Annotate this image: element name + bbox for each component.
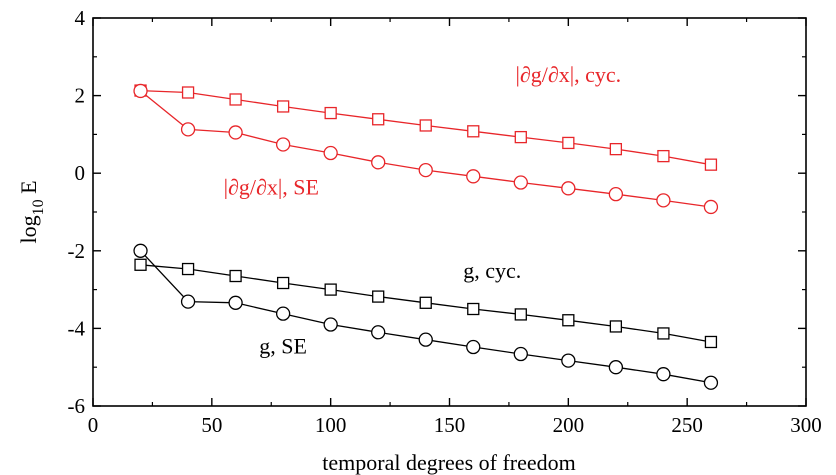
data-point	[276, 100, 290, 113]
data-point	[275, 137, 291, 152]
y-tick-label: -2	[68, 239, 86, 263]
data-point	[561, 181, 576, 196]
data-point	[703, 199, 719, 215]
data-point	[324, 283, 337, 296]
x-tick-label: 50	[201, 413, 222, 437]
data-point	[275, 306, 291, 321]
data-point	[703, 375, 719, 390]
data-point	[609, 320, 623, 333]
data-point	[372, 113, 385, 126]
data-point	[514, 308, 527, 321]
data-point	[562, 136, 575, 150]
data-point	[229, 269, 242, 283]
y-axis-label-subscript: 10	[30, 199, 47, 215]
data-point	[657, 327, 670, 340]
series-annotation: g, SE	[259, 334, 307, 359]
y-axis-label-main: log	[16, 215, 41, 243]
axis-ticks: 0 50 100 150 200 250 300 -6 -4 -2 0 2 4	[68, 6, 822, 437]
plot-frame	[92, 17, 807, 407]
data-point	[656, 193, 671, 208]
y-tick-label: 0	[75, 161, 86, 185]
data-point	[134, 258, 147, 271]
data-point	[609, 142, 623, 156]
data-point	[608, 360, 624, 375]
data-point	[513, 175, 528, 190]
x-tick-label: 100	[315, 413, 347, 437]
series-2	[134, 258, 718, 349]
y-tick-label: 2	[75, 84, 86, 108]
data-point	[228, 125, 243, 140]
data-point	[418, 162, 433, 178]
series-layer	[133, 83, 719, 390]
data-point	[181, 262, 195, 276]
series-annotation: |∂g/∂x|, cyc.	[515, 62, 621, 87]
data-point	[276, 276, 290, 290]
data-point	[656, 367, 671, 382]
x-tick-label: 0	[88, 413, 99, 437]
series-1	[133, 83, 719, 215]
x-tick-label: 150	[434, 413, 466, 437]
series-annotation: |∂g/∂x|, SE	[224, 175, 319, 200]
x-tick-label: 250	[671, 413, 703, 437]
data-point	[467, 125, 480, 138]
y-tick-label: -4	[68, 316, 86, 340]
y-axis-label-tail: E	[16, 180, 41, 199]
data-point	[418, 332, 433, 347]
x-tick-label: 300	[790, 413, 822, 437]
x-axis-label: temporal degrees of freedom	[322, 450, 576, 475]
data-point	[608, 187, 624, 202]
data-point	[466, 169, 481, 184]
y-tick-label: 4	[75, 6, 86, 30]
data-point	[704, 158, 718, 171]
data-point	[513, 346, 528, 362]
series-annotation: g, cyc.	[463, 258, 521, 283]
data-point	[514, 130, 527, 144]
data-point	[324, 106, 337, 120]
data-point	[467, 302, 480, 316]
series-3	[133, 243, 719, 390]
data-point	[133, 243, 148, 258]
data-point	[371, 155, 386, 170]
data-point	[371, 325, 386, 340]
y-tick-label: -6	[68, 394, 86, 418]
data-point	[466, 339, 481, 355]
data-point	[180, 294, 196, 309]
series-0	[134, 84, 718, 171]
annotation-layer: |∂g/∂x|, cyc. |∂g/∂x|, SE g, cyc. g, SE	[224, 62, 622, 359]
data-point	[180, 122, 196, 137]
data-point	[419, 119, 432, 132]
data-point	[657, 149, 670, 163]
data-point	[323, 317, 338, 332]
data-point	[228, 295, 243, 310]
y-axis-label: log10 E	[16, 180, 47, 243]
data-point	[133, 83, 148, 99]
data-point	[561, 353, 576, 368]
data-point	[562, 314, 575, 327]
data-point	[229, 93, 242, 106]
data-point	[372, 290, 385, 303]
data-point	[419, 296, 432, 309]
x-tick-label: 200	[553, 413, 585, 437]
data-point	[704, 335, 718, 349]
data-point	[323, 145, 338, 161]
series-line	[140, 250, 712, 384]
data-point	[181, 86, 195, 99]
